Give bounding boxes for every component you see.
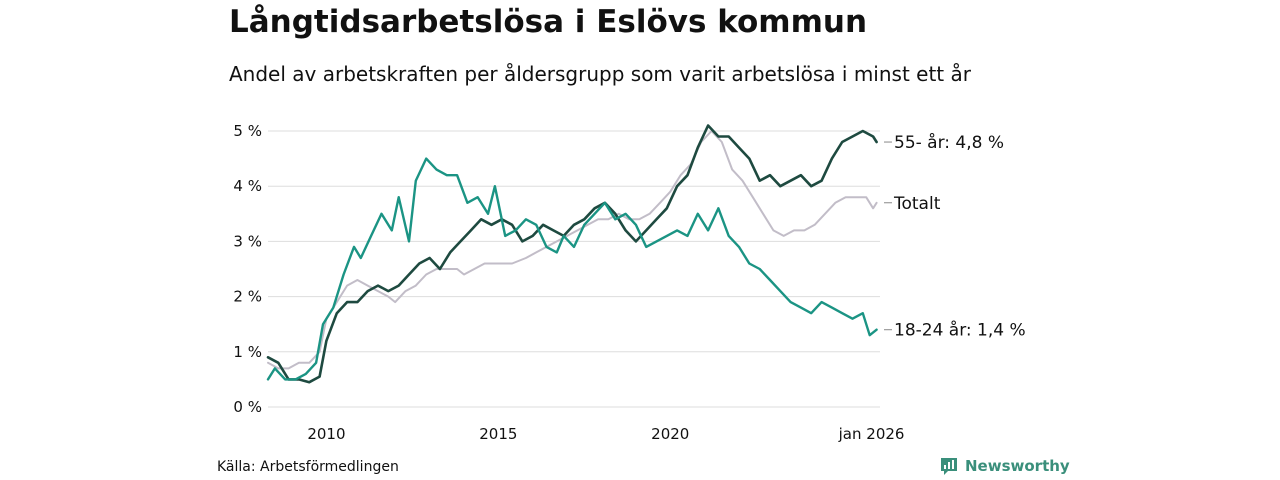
y-tick-label: 5 %	[233, 122, 262, 140]
x-tick-label: 2020	[651, 425, 689, 443]
line-chart: 0 % 1 % 2 % 3 % 4 % 5 % 2010 2015 2020 jan 2026 To…	[233, 122, 1026, 443]
series-end-label: 55- år: 4,8 %	[894, 132, 1004, 153]
y-tick-label: 4 %	[233, 177, 262, 195]
series-end-label: Totalt	[893, 194, 941, 214]
brand-name: Newsworthy	[965, 457, 1070, 475]
newsworthy-logo-icon	[941, 458, 957, 475]
x-tick-label: jan 2026	[838, 425, 905, 443]
y-tick-label: 1 %	[233, 343, 262, 361]
chart-subtitle: Andel av arbetskraften per åldersgrupp s…	[229, 62, 971, 86]
x-tick-label: 2015	[479, 425, 517, 443]
x-tick-label: 2010	[307, 425, 345, 443]
series-end-label: 18-24 år: 1,4 %	[894, 320, 1026, 341]
y-tick-label: 2 %	[233, 288, 262, 306]
series-line-1	[266, 124, 878, 384]
chart-title: Långtidsarbetslösa i Eslövs kommun	[229, 4, 868, 40]
brand-logo[interactable]: Newsworthy	[939, 456, 1070, 476]
series-line-2	[266, 157, 878, 381]
y-tick-label: 0 %	[233, 398, 262, 416]
series-line-0	[267, 130, 878, 370]
y-tick-label: 3 %	[233, 232, 262, 250]
source-note: Källa: Arbetsförmedlingen	[217, 459, 399, 475]
